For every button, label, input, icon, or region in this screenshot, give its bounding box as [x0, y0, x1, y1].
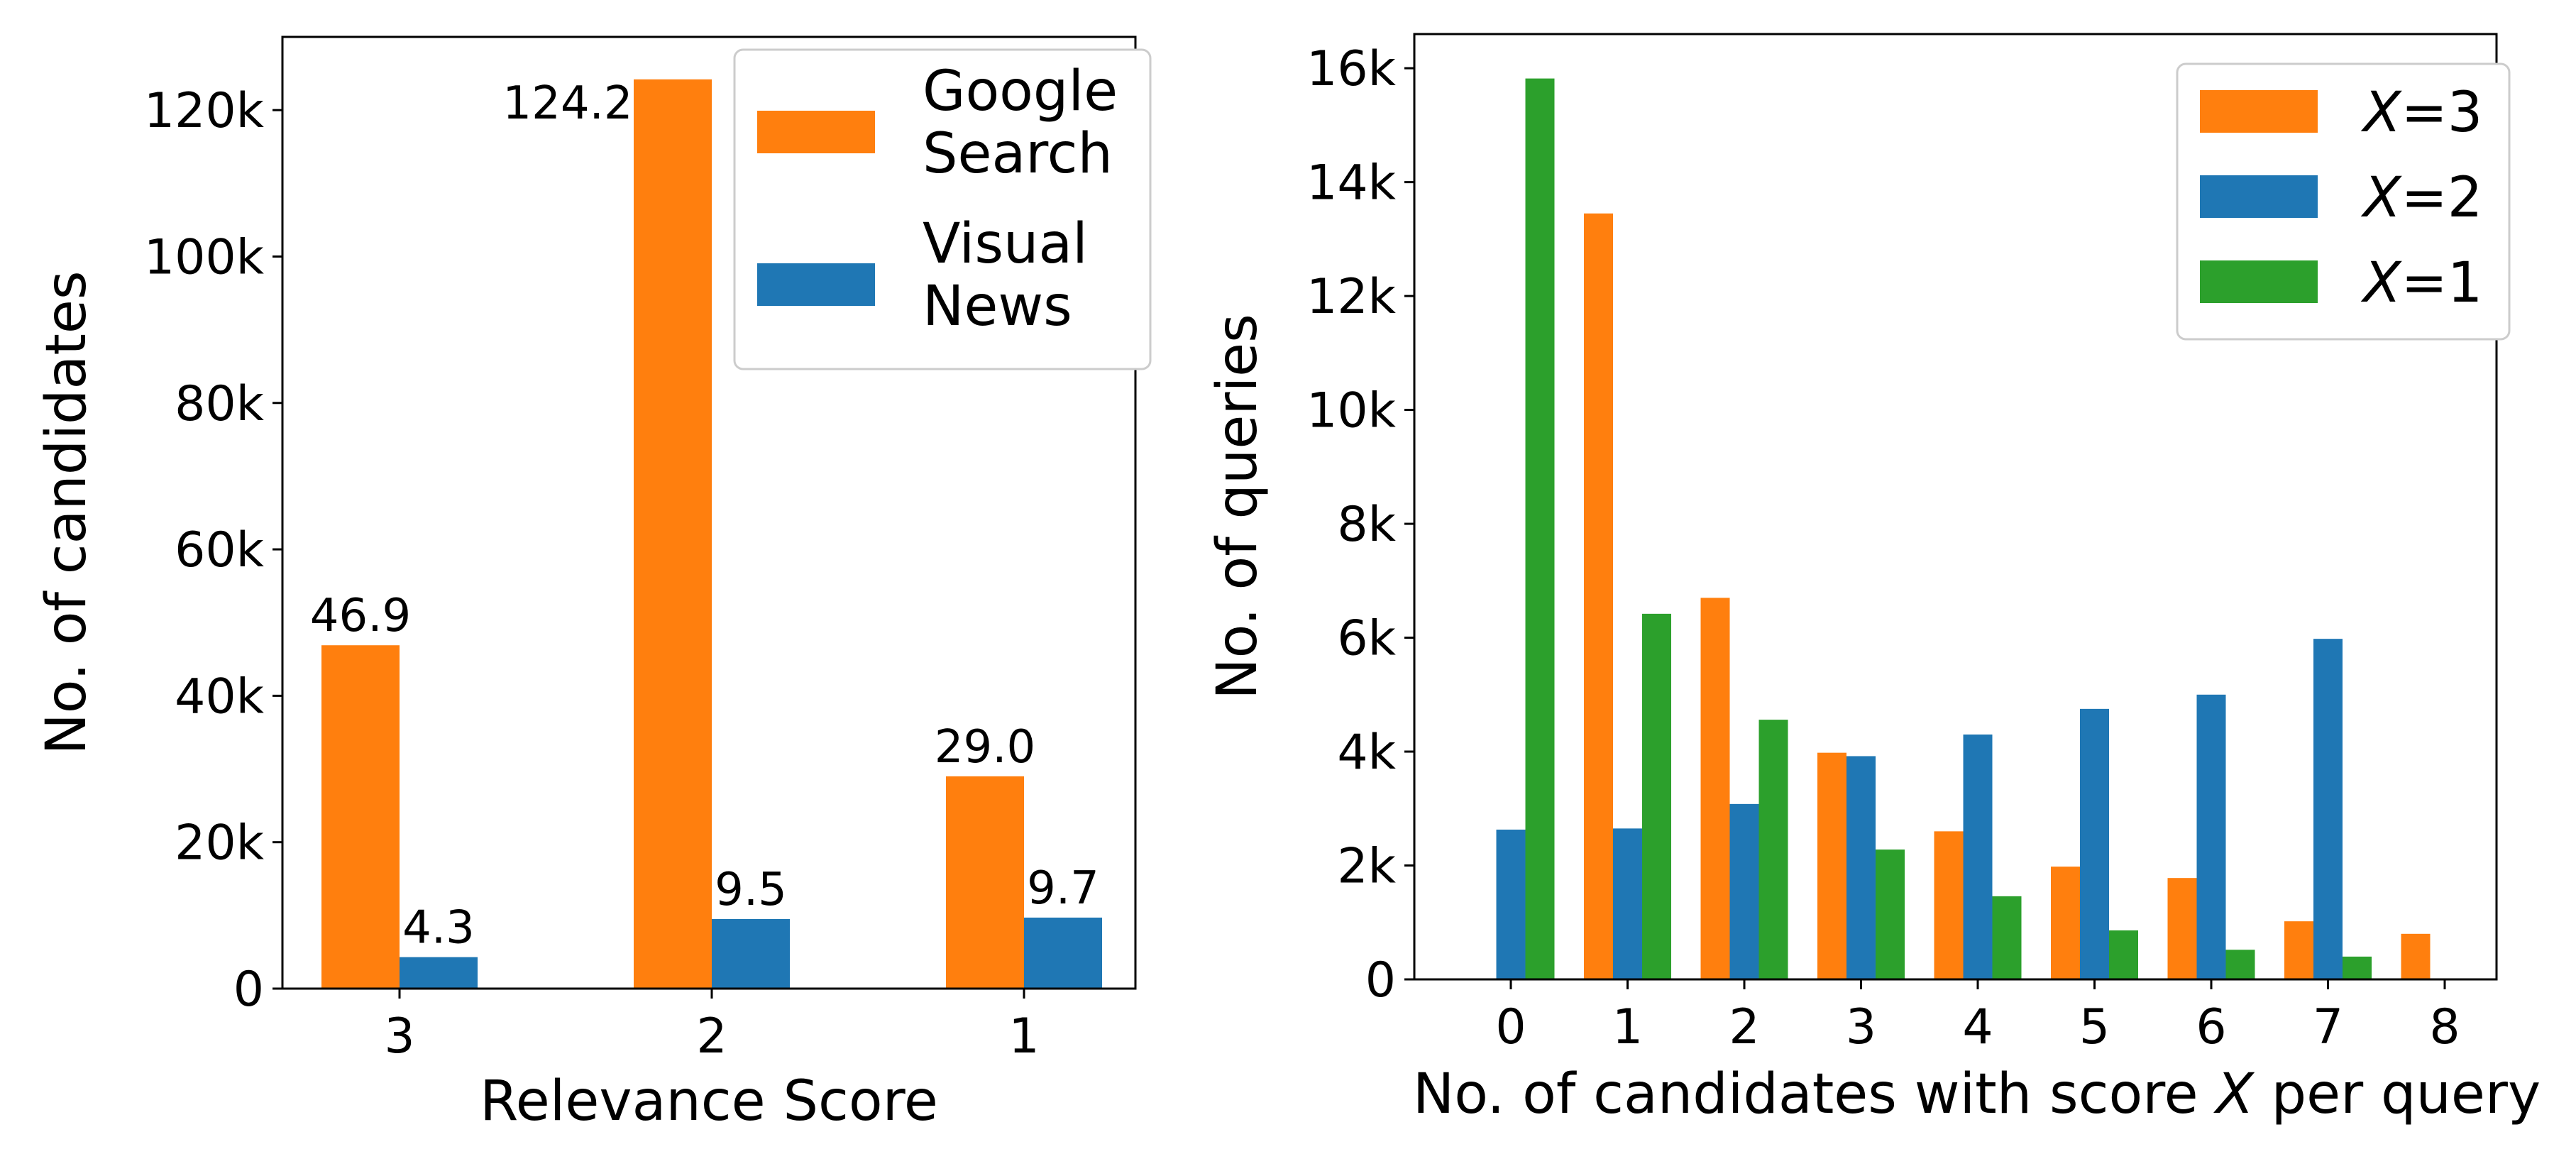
x-tick-label: 2 [1729, 999, 1759, 1055]
x-tick-label: 3 [1846, 999, 1876, 1055]
data-label: 9.5 [715, 864, 787, 916]
data-label: 46.9 [310, 590, 412, 642]
bar-x2 [1613, 828, 1642, 979]
legend-label: X=1 [2360, 251, 2482, 315]
y-tick-label: 2k [1337, 839, 1396, 895]
bar-x3 [1700, 598, 1730, 979]
y-tick-label: 14k [1306, 155, 1397, 211]
y-tick-label: 8k [1337, 497, 1396, 553]
bar-x2 [1729, 803, 1759, 979]
x-tick-label: 1 [1008, 1008, 1039, 1065]
y-tick-label: 6k [1337, 611, 1396, 667]
legend: X=3 X=2 X=1 [2176, 62, 2511, 341]
y-tick-label: 10k [1306, 383, 1397, 439]
x-tick-label: 1 [1612, 999, 1643, 1055]
bar-google-search [946, 776, 1024, 989]
bar-x2 [2313, 639, 2343, 979]
plot-frame [281, 35, 1137, 990]
bar-x1 [2109, 930, 2138, 979]
y-tick-label: 60k [175, 522, 265, 578]
bar-x2 [2080, 708, 2109, 979]
x-tick-label: 4 [1962, 999, 1993, 1055]
bar-x3 [2167, 878, 2197, 979]
x-axis-title: Relevance Score [480, 1070, 938, 1133]
y-tick-label: 4k [1337, 725, 1396, 781]
bar-x1 [1876, 850, 1905, 979]
bar-x3 [2284, 921, 2313, 979]
data-label: 9.7 [1027, 862, 1099, 915]
legend-swatch [2200, 260, 2318, 303]
y-tick-label: 12k [1306, 269, 1397, 325]
bar-x2 [2196, 694, 2226, 979]
data-label: 4.3 [402, 902, 475, 955]
x-axis-title: No. of candidates with score X per query [1413, 1062, 2541, 1126]
bar-x1 [2225, 950, 2255, 979]
bar-x1 [1758, 720, 1788, 979]
bar-x3 [1817, 752, 1846, 979]
bar-google-search [634, 79, 712, 989]
legend-label: Visual [923, 212, 1088, 276]
bar-x1 [2343, 956, 2372, 979]
legend-swatch [757, 111, 875, 153]
bar-x2 [1963, 734, 1993, 979]
x-tick-label: 7 [2313, 999, 2343, 1055]
queries-by-candidate-count-chart: 0 2k 4k 6k 8k 10k 12k 14k 16k 0 1 2 3 4 5 6 7 8 No. of can… [1206, 33, 2541, 1126]
bar-visual-news [712, 919, 790, 989]
x-tick-label: 3 [384, 1008, 414, 1065]
bar-visual-news [400, 957, 478, 989]
bar-google-search [321, 645, 400, 989]
y-tick-label: 16k [1306, 41, 1397, 97]
bar-x2 [1846, 756, 1876, 979]
candidates-by-relevance-chart: 0 20k 40k 60k 80k 100k 120k 3 2 1 46.9 124.2 29.0 4.3… [35, 35, 1152, 1133]
bar-x3 [1584, 213, 1613, 979]
bar-visual-news [1024, 917, 1102, 989]
y-axis-title: No. of candidates [35, 270, 99, 754]
y-tick-label: 80k [175, 376, 265, 432]
bar-x2 [1496, 829, 1526, 979]
data-label: 29.0 [935, 721, 1036, 774]
x-tick-label: 2 [696, 1008, 727, 1065]
legend-label: X=2 [2360, 166, 2482, 230]
y-tick-label: 40k [175, 669, 265, 725]
x-tick-label: 8 [2429, 999, 2460, 1055]
legend-label: Search [923, 122, 1113, 186]
legend-swatch [757, 263, 875, 306]
bar-x3 [2401, 933, 2431, 979]
bar-x1 [1642, 613, 1671, 979]
y-tick-label: 0 [1365, 952, 1396, 1008]
legend-swatch [2200, 90, 2318, 133]
y-tick-label: 0 [233, 962, 264, 1018]
bar-x1 [1992, 896, 2022, 979]
plot-frame [1413, 33, 2498, 981]
legend-label: Google [923, 60, 1118, 123]
bar-x3 [2051, 867, 2080, 979]
legend-swatch [2200, 175, 2318, 218]
y-tick-label: 20k [175, 815, 265, 872]
x-tick-label: 0 [1495, 999, 1526, 1055]
legend-label: X=3 [2360, 81, 2482, 145]
bar-x1 [1525, 78, 1555, 980]
y-tick-label: 120k [144, 83, 265, 139]
bar-x3 [1934, 831, 1964, 979]
legend-label: News [923, 275, 1072, 339]
x-tick-label: 5 [2079, 999, 2110, 1055]
x-tick-label: 6 [2196, 999, 2226, 1055]
y-axis-title: No. of queries [1206, 314, 1270, 700]
y-tick-label: 100k [144, 229, 265, 285]
data-label: 124.2 [502, 77, 632, 130]
